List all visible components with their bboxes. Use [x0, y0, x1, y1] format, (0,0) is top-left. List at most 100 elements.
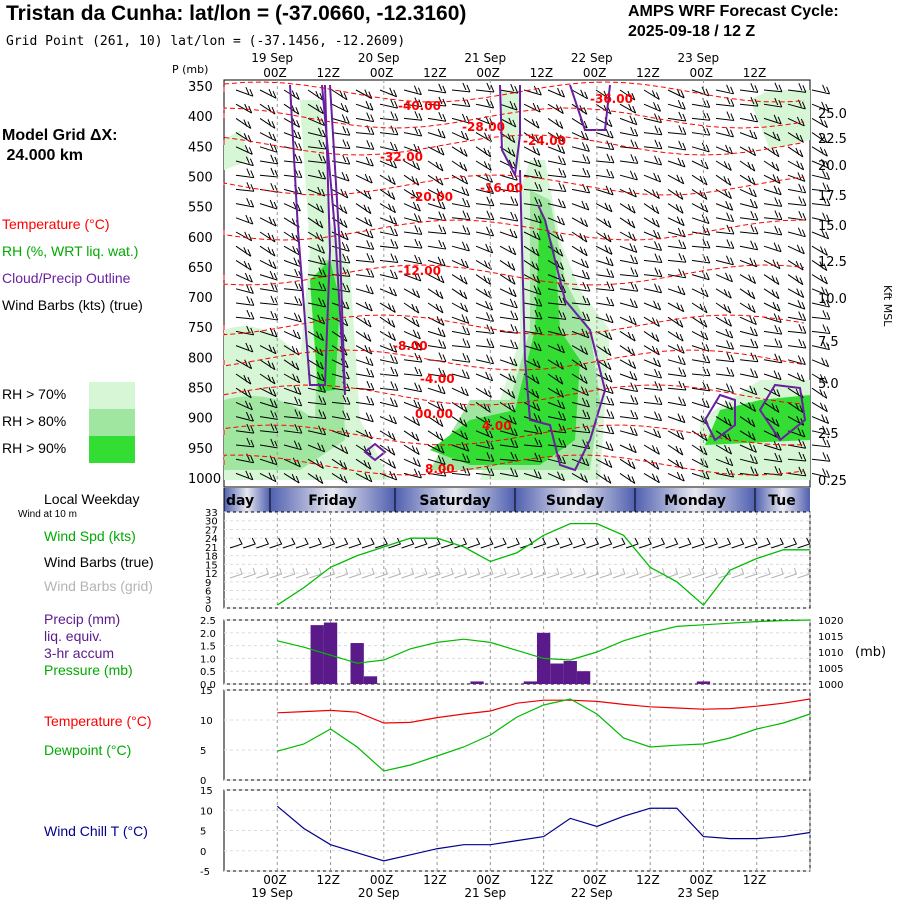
- wind-barb: [811, 229, 830, 240]
- wind-barb: [331, 139, 351, 150]
- height-tick-label: 5.0: [818, 377, 839, 392]
- wind-barb: [331, 458, 348, 470]
- wind-barb: [259, 143, 278, 153]
- wind-barb: [451, 130, 469, 141]
- wind-barb: [619, 330, 636, 342]
- bottom-time-tick-label: 12Z: [317, 873, 341, 887]
- top-time-tick-label: 00Z: [583, 66, 607, 80]
- wind-barb: [403, 382, 423, 393]
- legend-wind-chill: Wind Chill T (°C): [44, 823, 148, 839]
- wind-barb: [691, 125, 711, 136]
- wind-barb: [619, 458, 636, 470]
- wind-barb: [307, 153, 327, 164]
- wind-barb: [715, 224, 735, 235]
- wind-barb: [715, 160, 732, 171]
- wind-barb: [619, 139, 639, 150]
- pressure-tick-label: 1005: [818, 664, 843, 675]
- wind-barb: [643, 357, 662, 368]
- wind-barb: [523, 285, 542, 296]
- wind-barb: [715, 239, 735, 249]
- wind-barb: [259, 231, 276, 243]
- legend-temperature: Temperature (°C): [2, 216, 110, 232]
- wind-barb-grid: [652, 567, 666, 579]
- wind-barb: [379, 269, 398, 280]
- wind-barb: [643, 217, 660, 228]
- wind-barb: [403, 430, 420, 442]
- isotherm-line: [223, 174, 805, 196]
- wind-barb: [475, 274, 492, 286]
- weekday-label: day: [226, 493, 254, 509]
- wind-barb: [235, 245, 252, 257]
- wind-barb: [403, 457, 421, 468]
- wind-barb: [451, 225, 471, 235]
- wind-barb: [691, 330, 709, 341]
- wind-barb: [331, 410, 351, 421]
- wind-barb: [523, 437, 543, 448]
- wind-barb: [739, 274, 757, 284]
- wind-barb: [787, 372, 805, 383]
- wind-barb: [619, 203, 636, 214]
- windchill-tick-label: 0: [200, 847, 206, 858]
- wind-barb: [739, 401, 757, 412]
- wind-barb: [379, 381, 399, 391]
- wind-barb: [667, 355, 686, 366]
- legend-rh80: RH > 80%: [2, 413, 67, 429]
- legend-pressure: Pressure (mb): [44, 662, 133, 678]
- wind-barb: [787, 451, 807, 462]
- bottom-time-tick-label: 12Z: [423, 873, 447, 887]
- wind-barb: [523, 102, 541, 113]
- wind-barb: [691, 398, 710, 409]
- wind-barb: [739, 454, 758, 465]
- wind-tick-label: 3: [205, 595, 211, 606]
- wind-speed-line: [276, 522, 810, 607]
- legend-precip: Precip (mm) liq. equiv. 3-hr accum: [44, 611, 120, 662]
- wind-barb-grid: [454, 567, 468, 579]
- wind-barb: [547, 310, 567, 320]
- precip-bar: [696, 681, 711, 684]
- wind-barb: [667, 239, 687, 250]
- wind-tick-label: 24: [205, 534, 218, 545]
- bottom-time-tick-label: 00Z: [263, 873, 287, 887]
- wind-barb: [787, 160, 805, 171]
- precip-tick-label: 2.5: [200, 616, 216, 627]
- wind-barb-grid: [229, 567, 243, 579]
- wind-barb-true: [454, 537, 468, 549]
- wind-barb: [283, 440, 302, 451]
- pressure-tick-label: 1015: [818, 632, 843, 643]
- wind-barb: [643, 125, 663, 136]
- wind-barb: [499, 387, 516, 399]
- bottom-date-label: 23 Sep: [677, 886, 719, 900]
- isotherm-line: [223, 454, 805, 476]
- wind-barb-true: [507, 537, 520, 549]
- wind-barb: [763, 210, 783, 221]
- wind-barb: [643, 368, 662, 379]
- weekday-label: Friday: [308, 493, 357, 509]
- wind-barb: [379, 330, 396, 341]
- wind-barb: [811, 101, 830, 112]
- top-date-label: 22 Sep: [571, 51, 613, 65]
- wind-tick-label: 6: [205, 587, 211, 598]
- wind-barb: [427, 239, 447, 250]
- wind-barb: [331, 472, 348, 484]
- wind-barb: [547, 438, 567, 448]
- wind-barb: [283, 396, 303, 407]
- wind-barb-true: [757, 537, 771, 549]
- wind-barb: [427, 160, 444, 172]
- wind-barb: [595, 281, 615, 292]
- wind-barb: [619, 103, 637, 114]
- temp-tick-label: 15: [200, 686, 213, 697]
- wind-barb-true: [559, 537, 573, 549]
- wind-barb-true: [533, 537, 547, 549]
- wind-barb: [355, 253, 375, 263]
- wind-barb-grid: [243, 567, 256, 579]
- wind-barb: [283, 89, 300, 100]
- temp-tick-label: 10: [200, 716, 213, 727]
- height-tick-label: 2.5: [818, 427, 839, 442]
- wind-barb: [571, 154, 591, 164]
- bottom-time-tick-label: 12Z: [743, 873, 767, 887]
- wind-barb-grid: [282, 567, 296, 579]
- wind-barb: [451, 314, 470, 324]
- cloud-outline: [569, 84, 611, 131]
- wind-barb: [307, 203, 324, 214]
